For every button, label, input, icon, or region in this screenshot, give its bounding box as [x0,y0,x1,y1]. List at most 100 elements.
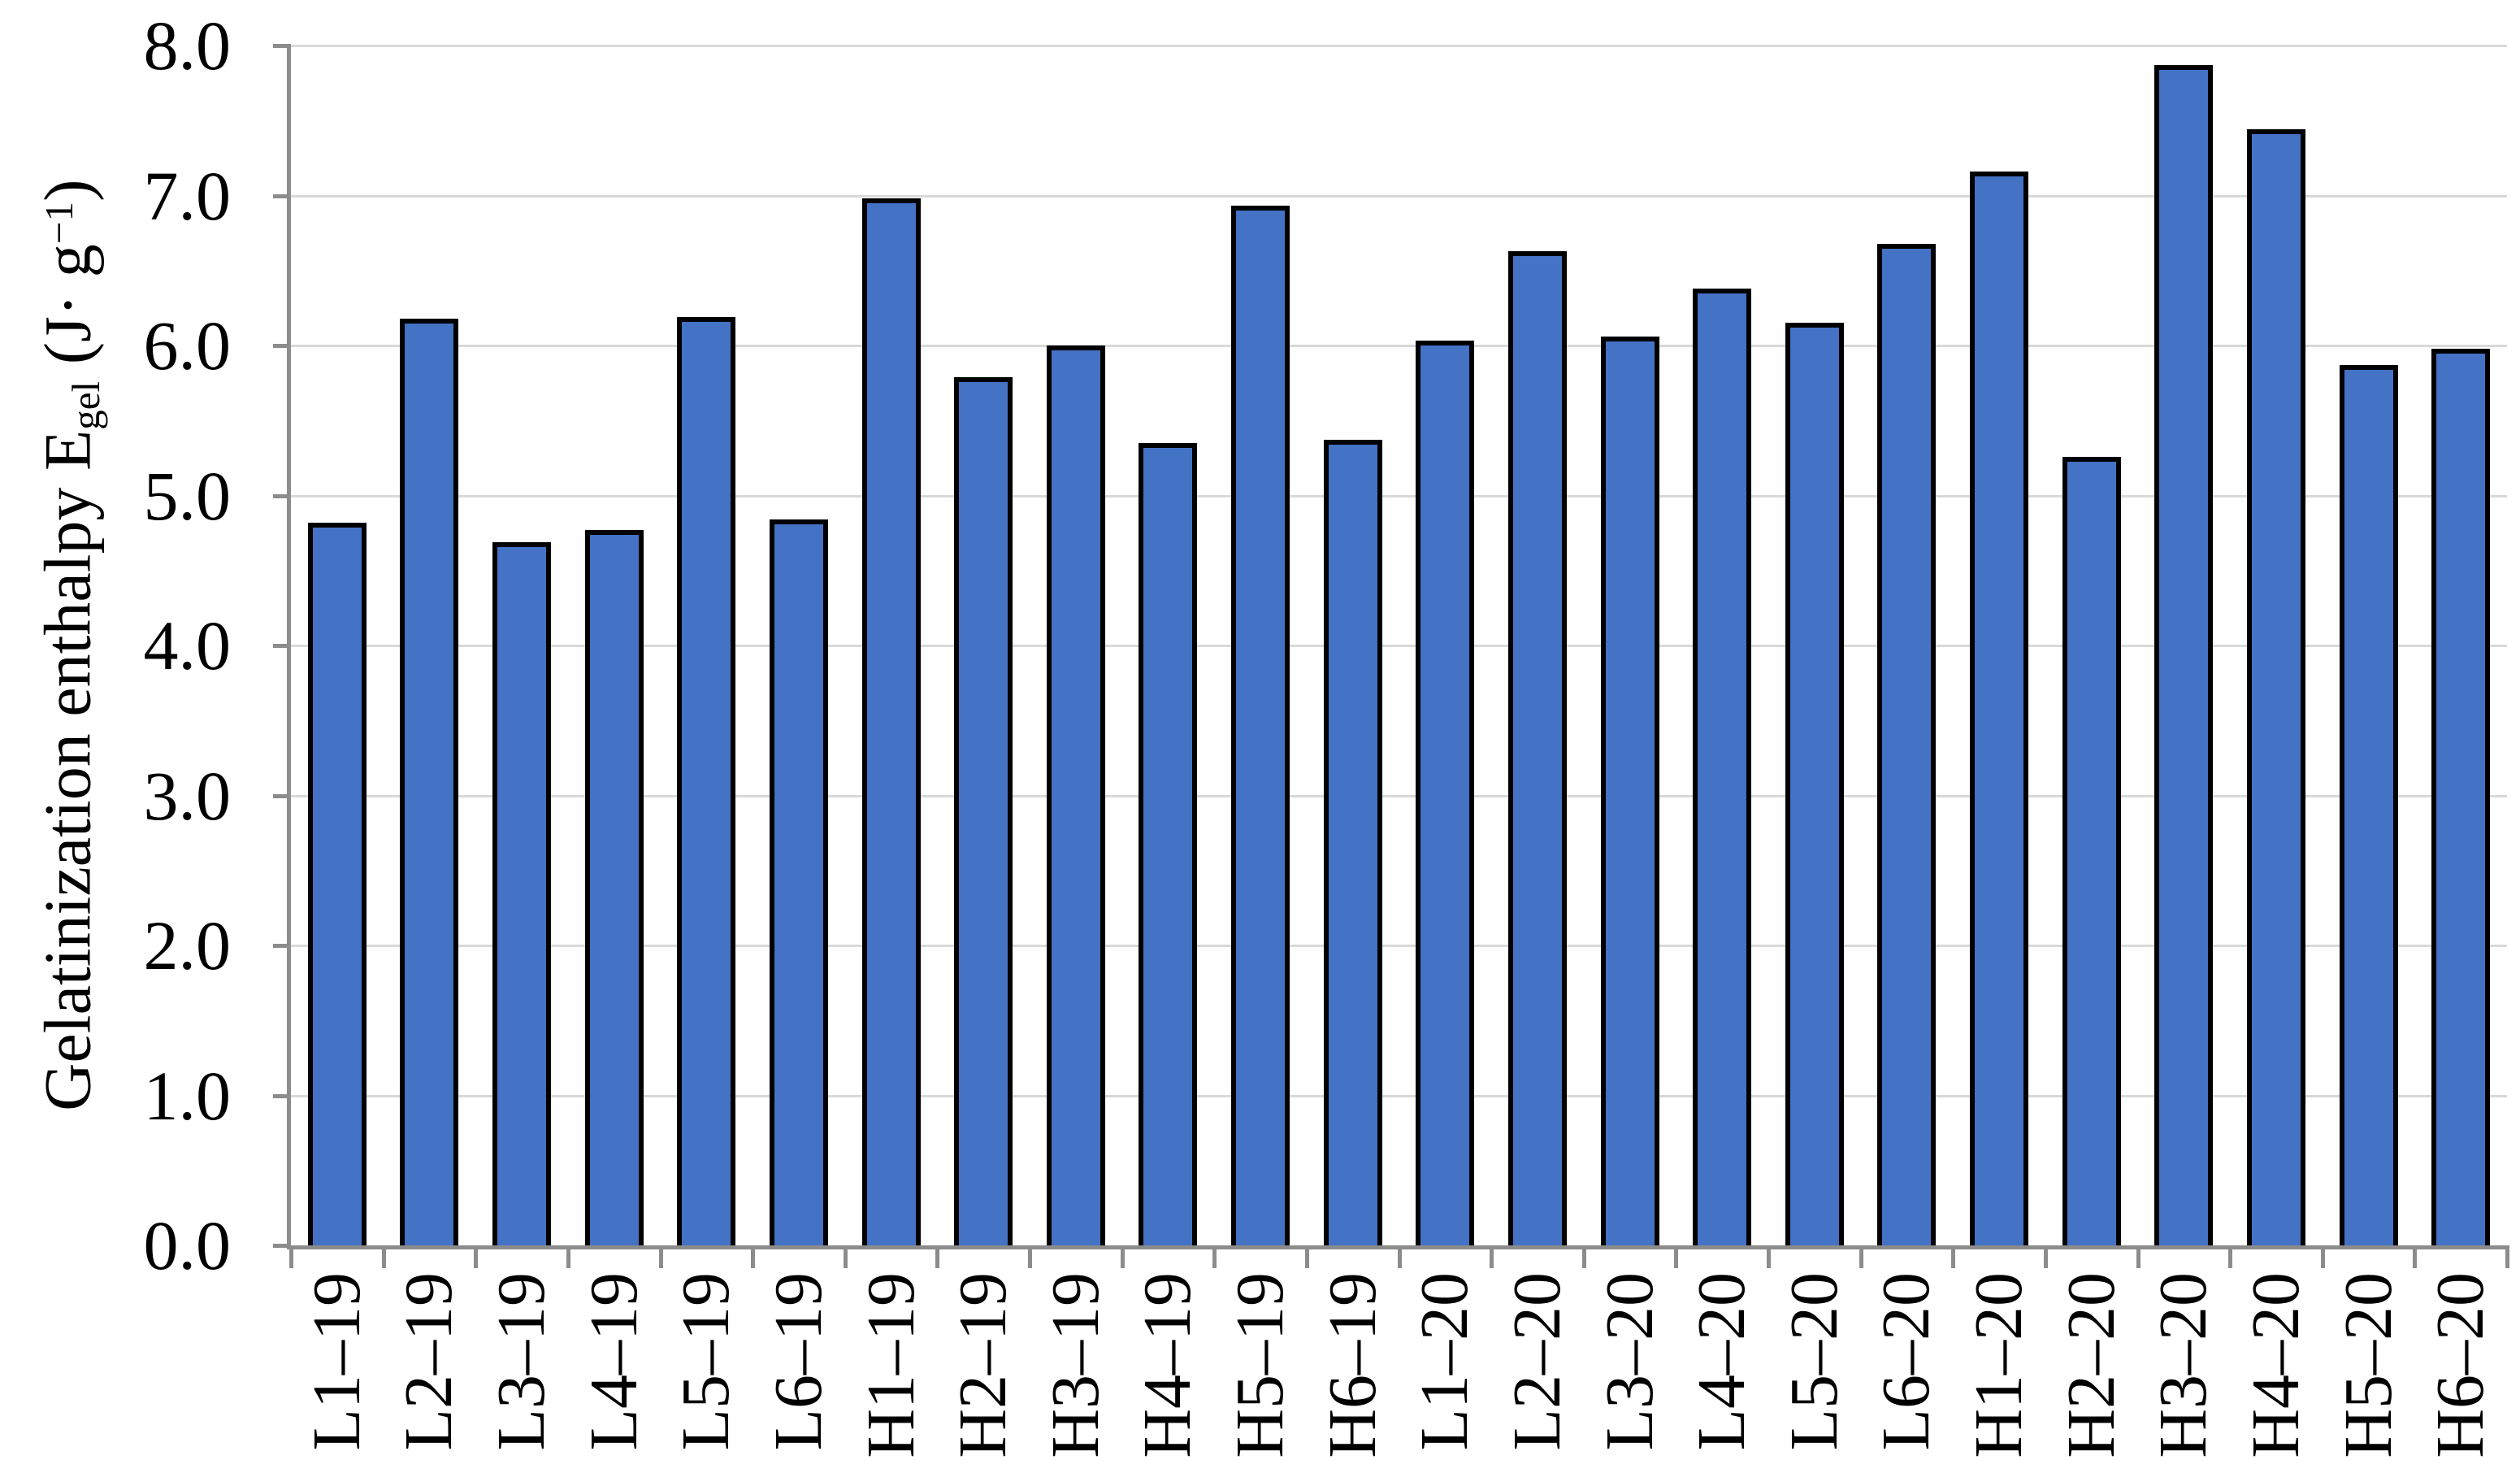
bar [1970,172,2029,1245]
x-tick-label: L3–20 [1591,1272,1668,1451]
gridline [291,494,2507,498]
bar [1877,244,1937,1245]
bar [861,198,921,1245]
x-tick-label: L6–20 [1868,1272,1945,1451]
y-axis-title-subscript: gel [63,381,108,431]
bar [1693,289,1752,1245]
gridline [291,345,2507,347]
y-tick-mark [273,493,291,498]
y-tick-label: 8.0 [143,7,232,85]
x-axis-line [287,1245,2507,1249]
x-tick-label: L3–19 [484,1272,560,1451]
x-tick-label: L5–19 [668,1272,744,1451]
gridline [291,194,2507,198]
bar [769,519,828,1245]
gridline [291,945,2507,947]
bar [2062,457,2121,1245]
gridline [291,45,2507,47]
bar [1600,337,1659,1245]
x-tick-mark [2320,1245,2325,1268]
x-tick-label: H5–19 [1222,1272,1299,1458]
x-tick-mark [566,1245,570,1268]
y-tick-mark [273,193,291,198]
x-tick-mark [2228,1245,2233,1268]
x-tick-mark [1397,1245,1402,1268]
x-tick-label: L6–19 [760,1272,836,1451]
bar [954,377,1013,1245]
x-tick-mark [289,1245,293,1268]
y-tick-label: 3.0 [143,756,232,835]
x-tick-label: H1–20 [1961,1272,2037,1458]
y-tick-label: 1.0 [143,1056,232,1135]
x-tick-label: L1–20 [1407,1272,1483,1451]
x-tick-mark [1581,1245,1586,1268]
bar [2246,129,2305,1245]
y-tick-mark [273,1093,291,1098]
bar [400,319,459,1245]
x-tick-mark [2136,1245,2140,1268]
gridline [291,645,2507,647]
x-tick-mark [935,1245,940,1268]
x-tick-mark [1951,1245,1956,1268]
bar [2339,365,2398,1245]
bar [492,542,552,1245]
bar [1046,345,1105,1245]
bar [1785,323,1844,1245]
x-tick-label: L2–20 [1499,1272,1575,1451]
y-tick-mark [273,644,291,648]
x-tick-label: H5–20 [2330,1272,2406,1458]
x-tick-label: H3–20 [2145,1272,2222,1458]
bar [1231,206,1290,1245]
y-tick-label: 6.0 [143,306,232,385]
y-tick-label: 2.0 [143,906,232,984]
plot-area [291,45,2507,1245]
x-tick-label: H4–20 [2237,1272,2314,1458]
bar [2431,349,2491,1245]
y-tick-label: 0.0 [143,1206,232,1284]
gridline [291,794,2507,797]
x-tick-label: H3–19 [1037,1272,1113,1458]
x-tick-mark [751,1245,756,1268]
x-tick-mark [2505,1245,2509,1268]
bar [1507,251,1567,1245]
x-tick-mark [474,1245,479,1268]
bar [307,523,367,1245]
y-tick-mark [273,344,291,348]
y-tick-label: 7.0 [143,156,232,235]
bar [2154,65,2214,1245]
y-tick-mark [273,44,291,48]
y-tick-label: 5.0 [143,456,232,535]
x-tick-mark [1859,1245,1863,1268]
x-tick-label: H6–19 [1314,1272,1390,1458]
x-tick-mark [2043,1245,2048,1268]
x-tick-mark [658,1245,663,1268]
x-tick-mark [843,1245,848,1268]
y-tick-mark [273,793,291,798]
x-tick-label: L2–19 [391,1272,467,1451]
y-tick-label: 4.0 [143,606,232,684]
gridline [291,1094,2507,1097]
x-tick-mark [381,1245,386,1268]
bar [677,317,736,1245]
x-tick-label: H2–20 [2053,1272,2129,1458]
x-tick-label: H6–20 [2422,1272,2499,1458]
x-tick-mark [1120,1245,1125,1268]
bar [584,530,644,1245]
x-tick-mark [2413,1245,2418,1268]
x-tick-mark [1490,1245,1494,1268]
x-tick-label: L4–20 [1684,1272,1760,1451]
y-tick-mark [273,1244,291,1248]
x-tick-label: L5–20 [1776,1272,1852,1451]
x-tick-label: H4–19 [1130,1272,1206,1458]
bar [1323,440,1382,1245]
bar [1416,341,1475,1245]
x-tick-mark [1304,1245,1309,1268]
x-tick-label: L4–19 [575,1272,652,1451]
bar [1139,443,1198,1245]
y-tick-mark [273,944,291,948]
x-tick-label: H1–19 [852,1272,929,1458]
x-tick-mark [1028,1245,1032,1268]
x-tick-label: H2–19 [945,1272,1021,1458]
x-tick-mark [1767,1245,1771,1268]
